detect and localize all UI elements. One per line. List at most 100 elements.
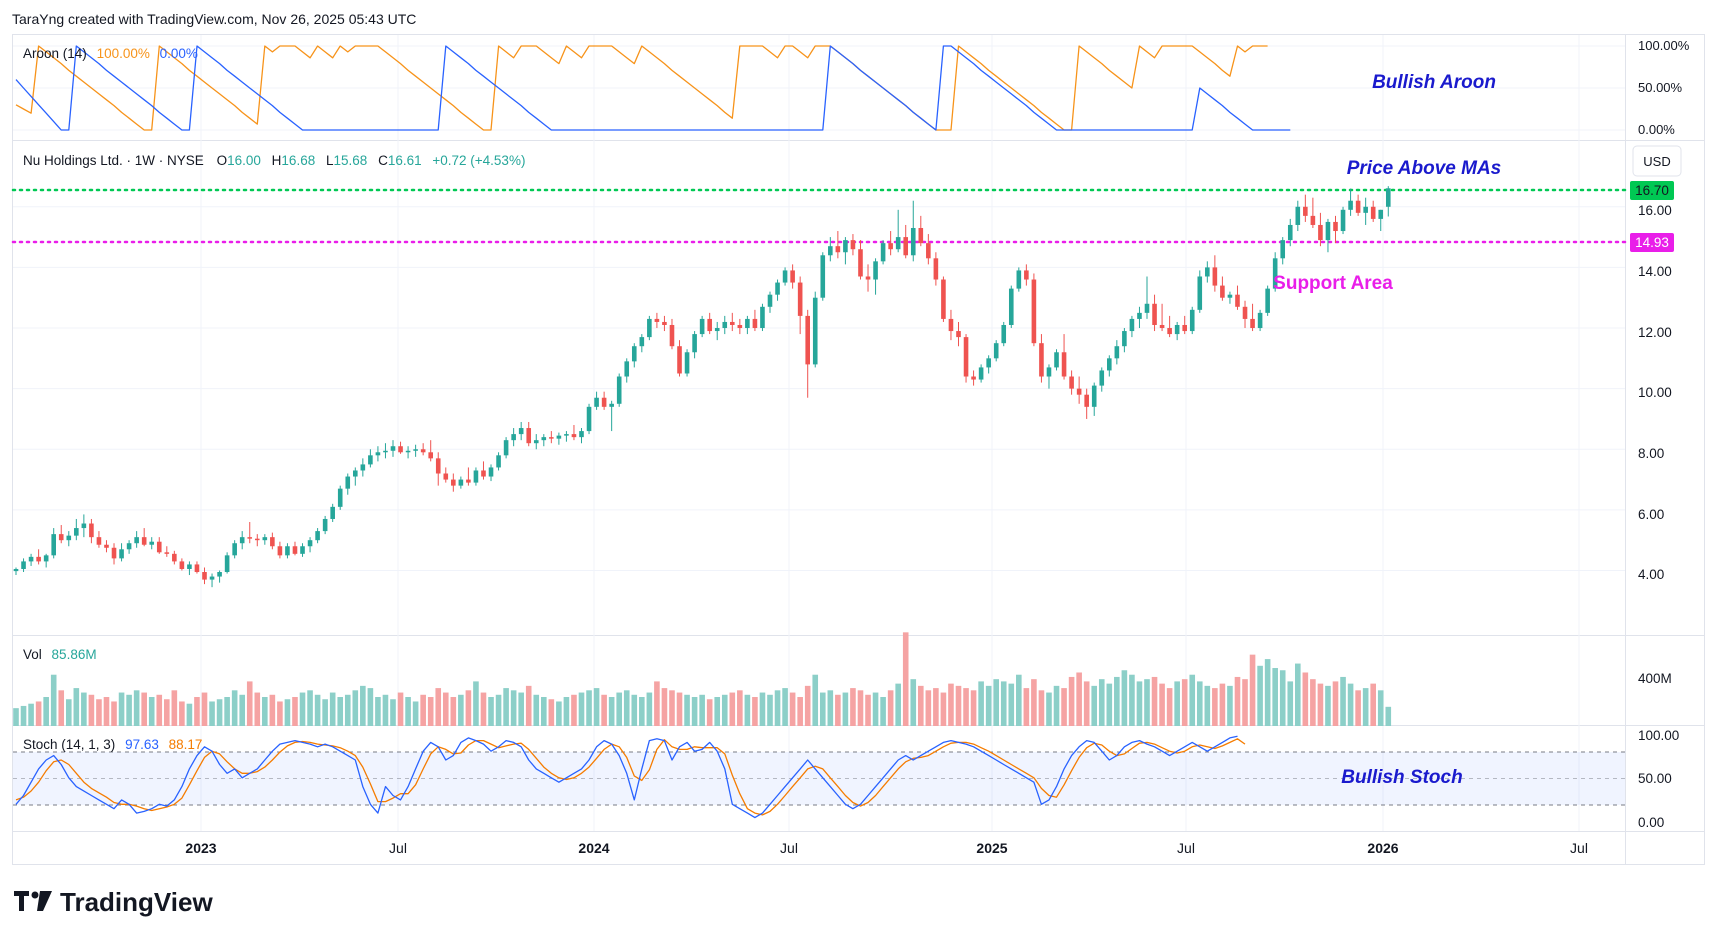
candle-body <box>134 537 139 544</box>
volume-bar <box>1136 681 1143 726</box>
annotation-bullish-aroon[interactable]: Bullish Aroon <box>1372 72 1496 93</box>
candle-body <box>481 470 486 477</box>
candle-body <box>903 237 909 256</box>
candle-body <box>986 358 991 368</box>
aroon-down-line <box>15 45 1291 131</box>
candle-body <box>571 434 577 438</box>
currency-button[interactable] <box>1632 145 1682 177</box>
stoch-series <box>15 735 1246 819</box>
volume-bar <box>1340 676 1346 726</box>
volume-bar <box>1144 679 1150 726</box>
volume-bar <box>1377 690 1384 726</box>
price-legend[interactable]: Nu Holdings Ltd. · 1W · NYSE O16.00 H16.… <box>23 153 525 168</box>
volume-legend[interactable]: Vol 85.86M <box>23 647 97 662</box>
candle-body <box>662 321 667 325</box>
candle-body <box>511 434 516 441</box>
candle-body <box>677 346 682 374</box>
high-value: 16.68 <box>281 153 315 168</box>
volume-bar <box>360 685 366 726</box>
volume-bar <box>1106 683 1113 726</box>
annotation-price-above-mas[interactable]: Price Above MAs <box>1347 158 1502 179</box>
volume-bar <box>752 697 758 726</box>
price-axis-label: 4.00 <box>1638 567 1664 582</box>
candle-body <box>616 376 622 404</box>
change-value: +0.72 (+4.53%) <box>432 153 525 168</box>
candle-body <box>488 467 494 477</box>
candle-body <box>458 479 464 486</box>
price-axis-label: 6.00 <box>1638 507 1664 522</box>
volume-bar <box>782 688 788 726</box>
volume-bar <box>933 688 939 726</box>
candle-body <box>1046 367 1052 377</box>
stoch-legend[interactable]: Stoch (14, 1, 3) 97.63 88.17 <box>23 737 202 752</box>
volume-bar <box>435 688 442 726</box>
candle-body <box>1355 200 1361 213</box>
volume-bar <box>586 690 592 726</box>
volume-bar <box>450 697 457 726</box>
volume-bar <box>601 694 607 726</box>
volume-bar <box>706 699 713 726</box>
symbol-title: Nu Holdings Ltd. · 1W · NYSE <box>23 153 204 168</box>
volume-bar <box>691 697 698 726</box>
open-label: O <box>217 153 228 168</box>
volume-bar <box>337 697 344 726</box>
volume-bar <box>269 694 276 726</box>
volume-bar <box>1347 683 1354 726</box>
volume-bar <box>88 694 95 726</box>
candle-body <box>1189 309 1195 332</box>
candle-body <box>149 541 155 545</box>
time-axis-label: 2026 <box>1367 840 1398 856</box>
volume-bar <box>789 692 796 726</box>
volume-bar <box>737 690 743 726</box>
candle-body <box>51 534 56 556</box>
time-axis-label: Jul <box>780 840 798 856</box>
candle-body <box>141 537 147 545</box>
candle-body <box>307 540 313 547</box>
candle-body <box>918 227 924 244</box>
volume-bar <box>405 697 411 726</box>
candle-body <box>1031 279 1037 344</box>
volume-bar <box>1098 679 1105 726</box>
volume-bar <box>1000 681 1007 726</box>
volume-title: Vol <box>23 647 42 662</box>
time-axis-label: 2025 <box>976 840 1007 856</box>
volume-bar <box>81 692 87 726</box>
volume-bar <box>216 699 223 726</box>
tradingview-logo[interactable]: TradingView <box>14 887 213 917</box>
volume-bar <box>50 674 57 726</box>
volume-bar <box>1008 683 1015 726</box>
candle-body <box>330 506 335 519</box>
volume-bar <box>1046 692 1052 726</box>
volume-bar <box>887 690 894 726</box>
volume-bar <box>322 699 328 726</box>
time-axis-label: Jul <box>389 840 407 856</box>
volume-bar <box>254 692 261 726</box>
volume-bar <box>465 690 472 726</box>
volume-axis-label: 400M <box>1638 671 1672 686</box>
candle-body <box>104 544 109 548</box>
candle-body <box>760 306 765 329</box>
candle-body <box>58 534 64 541</box>
candle-body <box>993 343 999 359</box>
volume-bar <box>767 694 773 726</box>
volume-bar <box>73 688 80 726</box>
candle-body <box>89 523 94 538</box>
time-axis: 2023 Jul 2024 Jul 2025 Jul 2026 Jul <box>185 840 1588 856</box>
annotation-support-area[interactable]: Support Area <box>1273 273 1393 294</box>
candle-body <box>81 523 87 529</box>
annotation-bullish-stoch[interactable]: Bullish Stoch <box>1341 767 1462 788</box>
candle-body <box>1122 331 1127 347</box>
aroon-legend[interactable]: Aroon (14) 100.00% 0.00% <box>23 46 198 61</box>
volume-bar <box>194 697 200 726</box>
volume-bar <box>571 694 577 726</box>
volume-bar <box>209 701 215 726</box>
candle-body <box>745 318 750 329</box>
candle-body <box>631 346 637 362</box>
volume-bar <box>608 697 615 726</box>
volume-bar <box>1129 674 1135 726</box>
aroon-axis: 100.00% 50.00% 0.00% <box>1638 38 1690 137</box>
volume-bar <box>593 688 600 726</box>
volume-bar <box>1317 683 1324 726</box>
header-credit: TaraYng created with TradingView.com, No… <box>12 11 416 27</box>
